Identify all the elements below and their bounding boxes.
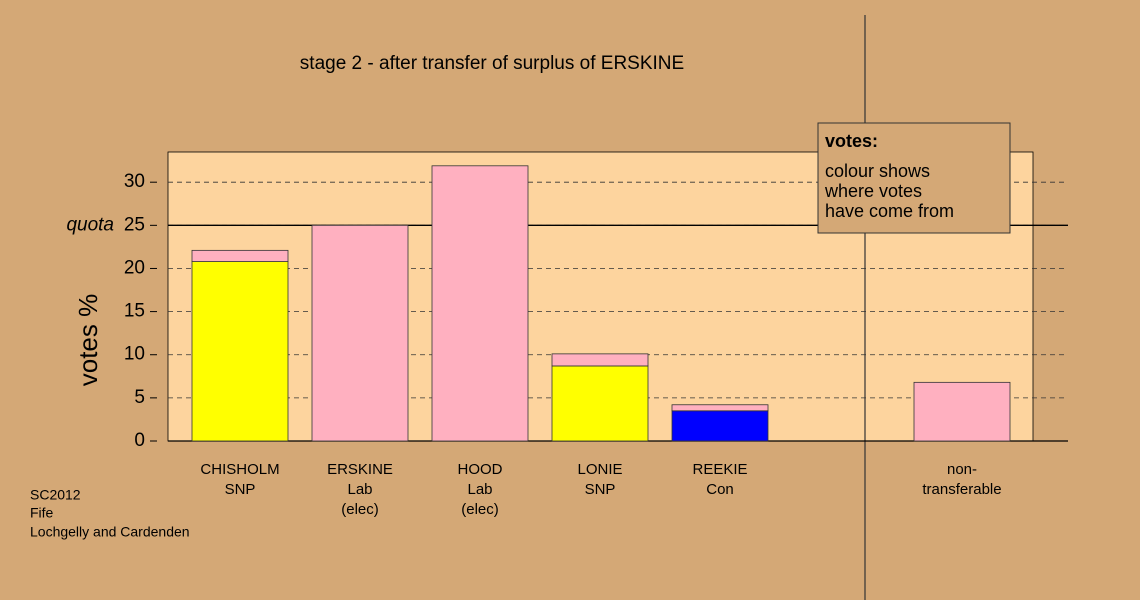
x-tick-label: (elec) — [461, 501, 499, 518]
x-tick-label: CHISHOLM — [200, 461, 279, 478]
x-tick-label: Con — [706, 481, 734, 498]
x-tick-label: SNP — [585, 481, 616, 498]
bar-segment — [191, 261, 289, 442]
x-tick-label: SNP — [225, 481, 256, 498]
x-tick-label: REEKIE — [692, 461, 747, 478]
y-tick-label: 0 — [134, 430, 145, 451]
bar-segment — [671, 404, 769, 412]
legend-line: where votes — [824, 181, 922, 201]
y-tick-label: 25 — [124, 214, 145, 235]
legend-line: colour shows — [825, 161, 930, 181]
footnote: Lochgelly and Cardenden — [30, 524, 190, 540]
bar-segment — [191, 249, 289, 262]
x-tick-label: Lab — [347, 481, 372, 498]
x-tick-label: ERSKINE — [327, 461, 393, 478]
x-tick-label: LONIE — [577, 461, 622, 478]
x-tick-label: non- — [947, 461, 977, 478]
legend-box — [817, 122, 1011, 234]
bar-segment — [431, 165, 529, 442]
x-tick-label: Lab — [467, 481, 492, 498]
y-tick-label: 5 — [134, 387, 145, 408]
footnote: SC2012 — [30, 487, 81, 503]
bar-segment — [551, 365, 649, 442]
bar-segment — [671, 410, 769, 442]
y-axis-label: votes % — [73, 294, 103, 387]
x-tick-label: HOOD — [458, 461, 503, 478]
footnote: Fife — [30, 505, 54, 521]
quota-label: quota — [66, 214, 114, 235]
x-tick-label: (elec) — [341, 501, 379, 518]
y-tick-label: 15 — [124, 301, 145, 322]
y-tick-label: 20 — [124, 257, 145, 278]
y-tick-label: 30 — [124, 171, 145, 192]
y-tick-label: 10 — [124, 344, 145, 365]
legend-line: have come from — [825, 201, 954, 221]
bar-segment — [551, 353, 649, 367]
plot: 0 5 10 15 20 25 30 quota CHISHOLM SNP ERSKINE Lab (e… — [66, 165, 1068, 518]
chart-title: stage 2 - after transfer of surplus of E… — [300, 53, 684, 74]
x-tick-label: transferable — [922, 481, 1001, 498]
bar-segment — [311, 224, 409, 442]
legend-title: votes: — [825, 131, 878, 151]
bar-segment — [913, 381, 1011, 442]
